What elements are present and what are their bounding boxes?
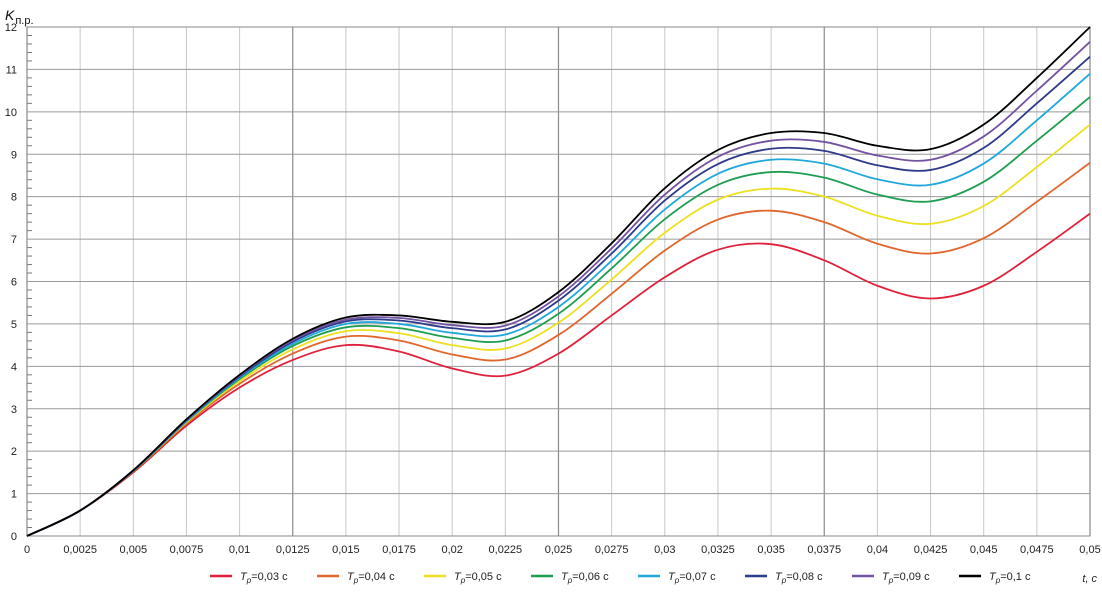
x-tick-label: 0,0075: [170, 544, 204, 556]
x-tick-label: 0,005: [120, 544, 148, 556]
series-line-1: [26, 162, 1091, 537]
legend-item: Tр=0,07 с: [638, 571, 716, 585]
legend-item: Tр=0,08 с: [745, 571, 823, 585]
series-lines: [26, 26, 1091, 537]
legend-subscript: р: [460, 576, 466, 585]
x-tick-labels: 0 0,0025 0,005 0,0075 0,01 0,0125 0,015 0,0175 0…: [24, 544, 1101, 556]
legend-symbol: T: [240, 571, 248, 583]
y-axis-subscript: п.р.: [15, 15, 33, 27]
y-tick-label: 10: [5, 107, 17, 119]
legend-subscript: р: [888, 576, 894, 585]
legend-subscript: р: [246, 576, 252, 585]
legend-value: =0,03 с: [251, 571, 288, 583]
legend-label: Tр=0,09 с: [882, 571, 930, 585]
x-axis-label: t, с: [1082, 573, 1097, 585]
legend-label: Tр=0,04 с: [347, 571, 395, 585]
y-tick-label: 3: [11, 404, 17, 416]
y-tick-label: 11: [6, 64, 17, 76]
legend-subscript: р: [567, 576, 573, 585]
legend-label: Tр=0,03 с: [240, 571, 288, 585]
x-tick-label: 0: [24, 544, 30, 556]
x-tick-label: 0,0475: [1020, 544, 1054, 556]
x-tick-label: 0,04: [867, 544, 888, 556]
y-tick-label: 7: [11, 234, 17, 246]
x-tick-label: 0,0275: [595, 544, 629, 556]
plot-frame: [26, 26, 1091, 537]
y-tick-label: 12: [5, 22, 17, 34]
legend-item: Tр=0,04 с: [317, 571, 395, 585]
x-tick-label: 0,0375: [807, 544, 841, 556]
y-tick-label: 4: [11, 361, 17, 373]
legend-item: Tр=0,1 с: [959, 571, 1031, 585]
x-tick-label: 0,02: [441, 544, 462, 556]
legend-symbol: T: [989, 571, 997, 583]
x-tick-label: 0,015: [332, 544, 360, 556]
x-tick-label: 0,045: [970, 544, 998, 556]
legend-value: =0,1 с: [1000, 571, 1031, 583]
legend-symbol: T: [347, 571, 355, 583]
legend: Tр=0,03 с Tр=0,04 с Tр=0,05 с Tр=0,06 с Tр=0…: [210, 571, 1031, 585]
legend-item: Tр=0,06 с: [531, 571, 609, 585]
x-tick-label: 0,0425: [914, 544, 948, 556]
x-tick-label: 0,05: [1079, 544, 1100, 556]
x-tick-label: 0,0225: [489, 544, 523, 556]
y-tick-label: 8: [11, 192, 17, 204]
legend-item: Tр=0,05 с: [424, 571, 502, 585]
legend-value: =0,07 с: [679, 571, 716, 583]
legend-item: Tр=0,09 с: [852, 571, 930, 585]
y-tick-label: 1: [11, 489, 17, 501]
legend-symbol: T: [454, 571, 462, 583]
y-tick-label: 5: [11, 319, 17, 331]
x-tick-label: 0,0025: [63, 544, 97, 556]
x-tick-label: 0,0125: [276, 544, 310, 556]
legend-value: =0,08 с: [786, 571, 823, 583]
legend-symbol: T: [775, 571, 783, 583]
legend-label: Tр=0,06 с: [561, 571, 609, 585]
legend-label: Tр=0,07 с: [668, 571, 716, 585]
x-tick-label: 0,0175: [382, 544, 416, 556]
x-tick-label: 0,01: [229, 544, 250, 556]
grid: [26, 26, 1091, 537]
y-axis-symbol: K: [5, 7, 15, 23]
y-tick-label: 0: [11, 531, 17, 543]
legend-label: Tр=0,1 с: [989, 571, 1031, 585]
x-tick-label: 0,025: [545, 544, 573, 556]
y-tick-label: 9: [11, 149, 17, 161]
legend-symbol: T: [882, 571, 890, 583]
legend-subscript: р: [995, 576, 1001, 585]
x-tick-label: 0,03: [654, 544, 675, 556]
x-tick-label: 0,035: [757, 544, 785, 556]
y-tick-label: 2: [11, 446, 17, 458]
legend-symbol: T: [668, 571, 676, 583]
legend-value: =0,04 с: [358, 571, 395, 583]
legend-value: =0,09 с: [893, 571, 930, 583]
y-tick-label: 6: [11, 277, 17, 289]
y-axis-label: Kп.р.: [5, 7, 34, 27]
legend-subscript: р: [353, 576, 359, 585]
legend-subscript: р: [674, 576, 680, 585]
legend-label: Tр=0,05 с: [454, 571, 502, 585]
legend-symbol: T: [561, 571, 569, 583]
series-line-7: [26, 26, 1091, 537]
x-tick-label: 0,0325: [701, 544, 735, 556]
series-line-0: [26, 212, 1091, 537]
legend-value: =0,06 с: [572, 571, 609, 583]
legend-label: Tр=0,08 с: [775, 571, 823, 585]
legend-item: Tр=0,03 с: [210, 571, 288, 585]
legend-subscript: р: [781, 576, 787, 585]
legend-value: =0,05 с: [465, 571, 502, 583]
